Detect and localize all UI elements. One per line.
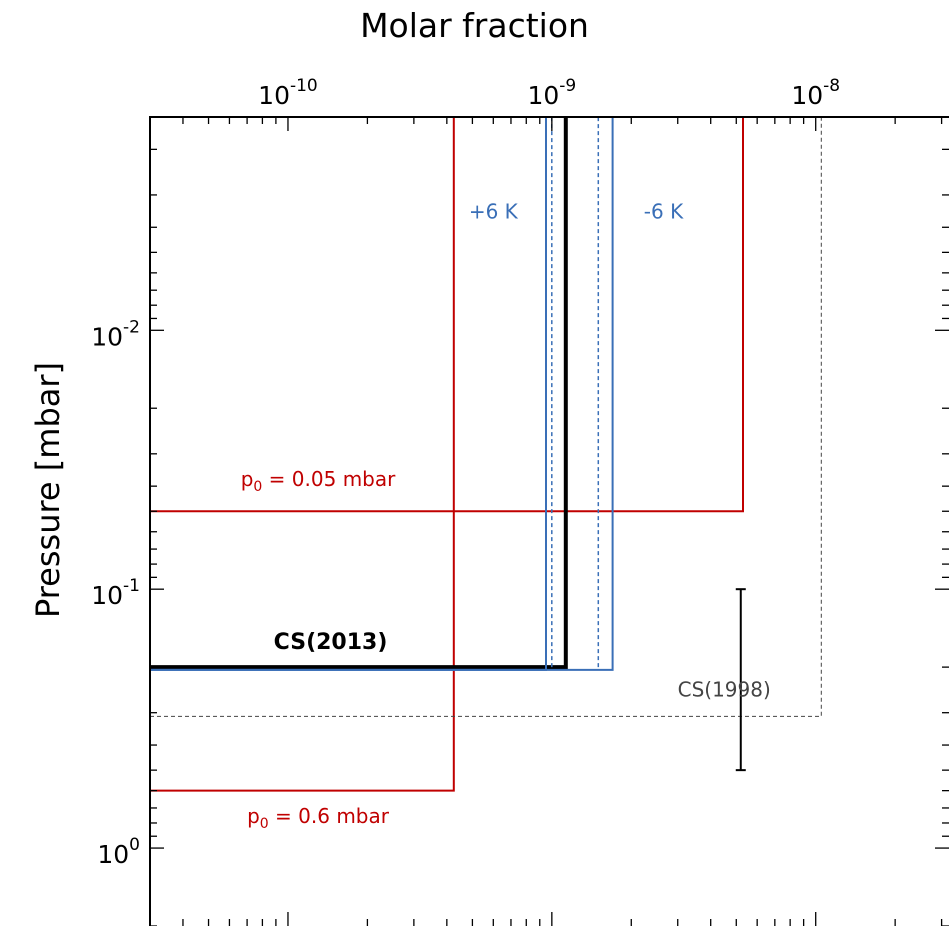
- x-axis-title: Molar fraction: [360, 6, 589, 45]
- annotation-text: CS(1998): [678, 678, 771, 702]
- error-bar-layer: [735, 588, 746, 772]
- series-line-minus6k: [150, 117, 614, 671]
- annotation-a5: +6 K: [469, 200, 519, 224]
- tick-label-exponent: -9: [559, 76, 576, 96]
- y-tick-label: 10-1: [91, 576, 140, 610]
- tick-label-exponent: 0: [129, 835, 140, 855]
- tick-label-exponent: -2: [123, 317, 140, 337]
- ticks-layer: [149, 117, 949, 926]
- annotation-text-rest: = 0.05 mbar: [262, 467, 396, 491]
- series-line-cs2013: [150, 117, 568, 670]
- series-line-p0_005: [150, 117, 744, 513]
- tick-label-base: 10: [91, 322, 123, 351]
- tick-label-exponent: -10: [290, 76, 318, 96]
- x-tick-label: 10-9: [527, 76, 576, 110]
- series-layer: [150, 117, 822, 792]
- tick-label-base: 10: [791, 81, 823, 110]
- annotation-subscript: 0: [260, 816, 269, 832]
- annotation-a3: CS(2013): [274, 630, 388, 655]
- annotation-text: p: [247, 804, 260, 828]
- tick-label-exponent: -8: [823, 76, 840, 96]
- annotation-subscript: 0: [253, 479, 262, 495]
- y-tick-label: 100: [97, 835, 140, 869]
- annotation-text: CS(2013): [274, 630, 388, 655]
- x-tick-label: 10-10: [258, 76, 318, 110]
- series-line-p0_06: [150, 117, 455, 792]
- tick-label-base: 10: [258, 81, 290, 110]
- annotation-text: p: [241, 467, 254, 491]
- annotation-a1: p0 = 0.05 mbar: [241, 467, 396, 495]
- tick-label-exponent: -1: [123, 576, 140, 596]
- annotation-a6: -6 K: [644, 200, 684, 224]
- x-tick-label: 10-8: [791, 76, 840, 110]
- annotation-text: -6 K: [644, 200, 684, 224]
- y-tick-label: 10-2: [91, 317, 140, 351]
- tick-label-base: 10: [527, 81, 559, 110]
- tick-label-base: 10: [97, 840, 129, 869]
- plot-frame: [149, 116, 949, 926]
- annotation-text-rest: = 0.6 mbar: [269, 804, 390, 828]
- tick-label-base: 10: [91, 581, 123, 610]
- annotation-a4: CS(1998): [678, 678, 771, 702]
- annotation-a2: p0 = 0.6 mbar: [247, 804, 390, 832]
- annotation-text: +6 K: [469, 200, 519, 224]
